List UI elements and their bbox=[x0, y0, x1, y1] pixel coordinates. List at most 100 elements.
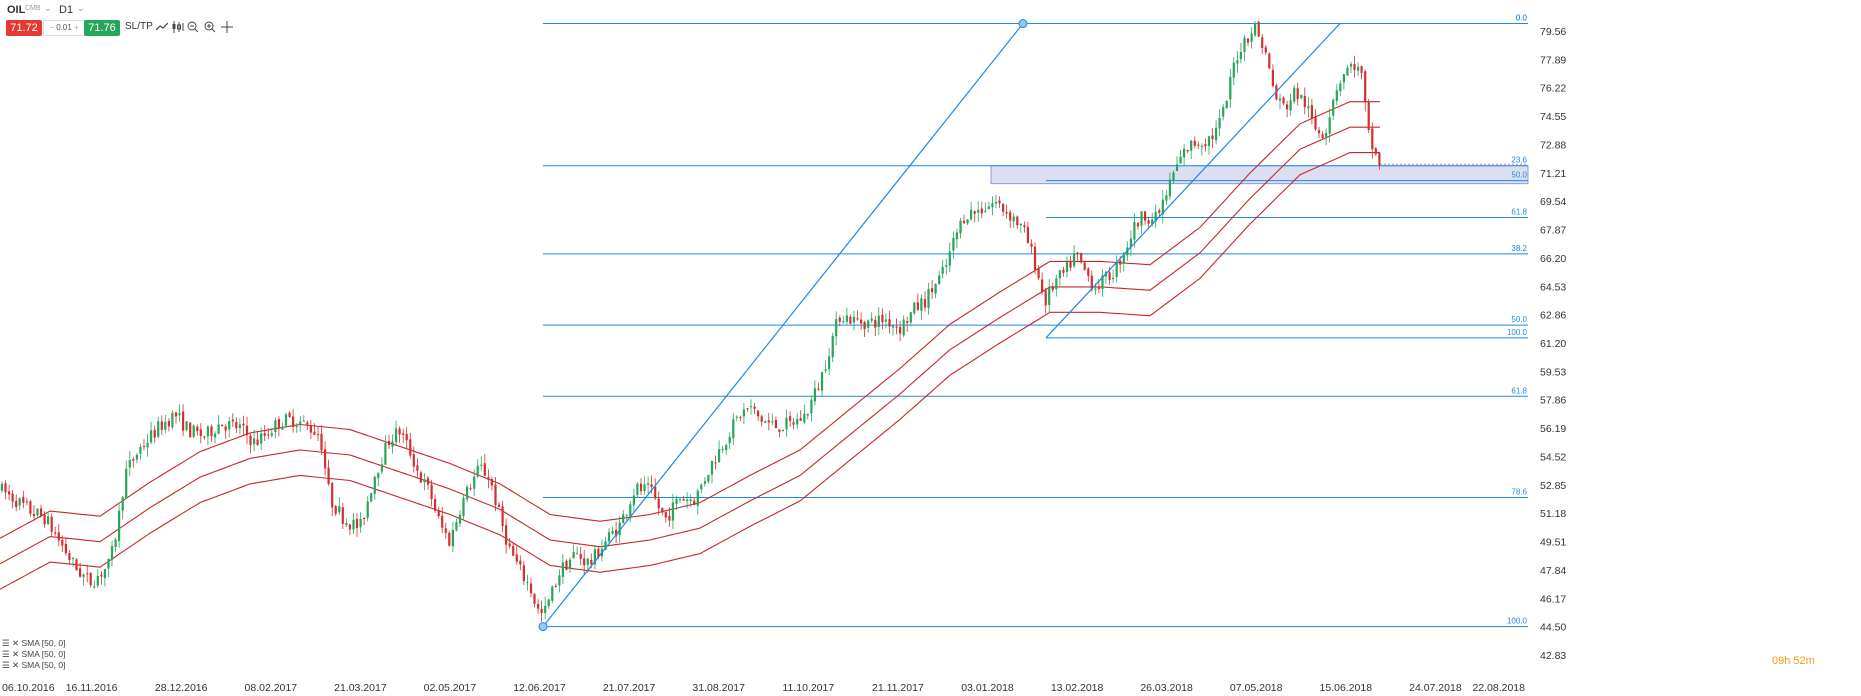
candle-body bbox=[132, 459, 135, 461]
candle-body bbox=[955, 232, 958, 240]
candle-body bbox=[1012, 216, 1015, 222]
plus-icon[interactable]: + bbox=[74, 23, 79, 32]
price-tick-label: 47.84 bbox=[1540, 565, 1566, 577]
candle-body bbox=[899, 327, 902, 334]
candle-type-icon[interactable] bbox=[172, 21, 184, 36]
candle-body bbox=[146, 442, 149, 448]
date-tick-label: 13.02.2018 bbox=[1051, 682, 1104, 694]
candle-body bbox=[253, 438, 256, 445]
candle-body bbox=[1268, 53, 1271, 69]
candle-body bbox=[64, 543, 67, 554]
candle-body bbox=[813, 388, 816, 402]
candle-body bbox=[93, 586, 96, 588]
trend-line bbox=[1045, 23, 1341, 339]
chevron-down-icon[interactable]: ⌄ bbox=[77, 3, 85, 13]
price-tick-label: 72.88 bbox=[1540, 139, 1566, 151]
candle-body bbox=[505, 525, 508, 545]
date-tick-label: 21.07.2017 bbox=[603, 682, 656, 694]
candle-body bbox=[1158, 210, 1161, 213]
candle-body bbox=[891, 325, 895, 328]
fib-level-label: 100.0 bbox=[1507, 617, 1528, 626]
chevron-down-icon[interactable]: ⌄ bbox=[44, 3, 52, 13]
candle-body bbox=[1090, 275, 1093, 290]
candle-body bbox=[668, 516, 671, 521]
candle-body bbox=[902, 319, 905, 336]
candle-body bbox=[1367, 101, 1370, 130]
candle-body bbox=[281, 426, 284, 430]
candle-body bbox=[1108, 272, 1111, 280]
close-icon: ✕ bbox=[12, 649, 20, 659]
candle-body bbox=[107, 558, 110, 569]
sell-price-button[interactable]: 71.72 bbox=[6, 20, 42, 36]
trend-line bbox=[542, 23, 1024, 628]
candle-body bbox=[441, 515, 444, 528]
drag-handle bbox=[1018, 19, 1028, 29]
fibonacci-layer: 0.023.638.250.061.878.6100.00.050.061.81… bbox=[543, 14, 1528, 628]
candle-body bbox=[32, 514, 36, 516]
candle-body bbox=[838, 317, 841, 322]
candle-body bbox=[334, 505, 337, 514]
price-axis: 79.56 77.89 76.22 74.55 72.88 71.21 69.54 67.87… bbox=[1540, 26, 1566, 662]
candle-body bbox=[1041, 279, 1044, 292]
candle-body bbox=[1339, 83, 1342, 92]
candle-body bbox=[1275, 85, 1278, 100]
candle-body bbox=[1328, 117, 1331, 134]
candle-body bbox=[292, 416, 295, 427]
close-icon: ✕ bbox=[12, 660, 20, 670]
buy-price-button[interactable]: 71.76 bbox=[84, 20, 120, 36]
minus-icon[interactable]: − bbox=[49, 23, 54, 32]
candle-body bbox=[189, 422, 192, 438]
candle-body bbox=[86, 573, 89, 575]
candle-body bbox=[867, 320, 870, 328]
candle-body bbox=[1136, 223, 1140, 227]
candle-body bbox=[71, 558, 75, 559]
symbol-selector[interactable]: OIL bbox=[7, 4, 26, 16]
candle-body bbox=[1147, 220, 1150, 224]
candle-body bbox=[22, 496, 25, 503]
candle-body bbox=[1211, 135, 1214, 140]
crosshair-icon[interactable] bbox=[221, 21, 233, 36]
sltp-button[interactable]: SL/TP bbox=[125, 21, 153, 32]
candle-body bbox=[678, 498, 682, 501]
price-tick-label: 49.51 bbox=[1540, 537, 1566, 549]
list-icon: ☰ bbox=[2, 660, 10, 670]
candle-body bbox=[1278, 98, 1282, 101]
candle-body bbox=[274, 420, 277, 432]
candle-body bbox=[622, 514, 625, 524]
candle-body bbox=[959, 220, 962, 234]
candle-body bbox=[36, 508, 39, 516]
line-chart-icon[interactable] bbox=[155, 21, 169, 35]
candle-body bbox=[799, 418, 802, 421]
candle-body bbox=[1364, 71, 1367, 103]
legend-item[interactable]: ☰ ✕ SMA [50, 0] bbox=[2, 638, 65, 649]
candle-body bbox=[508, 543, 511, 547]
legend-label: SMA [50, 0] bbox=[21, 660, 66, 670]
candle-body bbox=[934, 283, 937, 294]
candle-body bbox=[1371, 128, 1374, 150]
candle-body bbox=[1353, 64, 1356, 70]
zoom-in-icon[interactable] bbox=[204, 21, 216, 36]
legend-item[interactable]: ☰ ✕ SMA [50, 0] bbox=[2, 660, 65, 671]
candle-body bbox=[888, 319, 891, 327]
candle-body bbox=[980, 208, 983, 214]
candle-body bbox=[1175, 164, 1179, 171]
candle-body bbox=[39, 508, 43, 516]
list-icon: ☰ bbox=[2, 638, 10, 648]
candle-body bbox=[402, 433, 405, 435]
legend-item[interactable]: ☰ ✕ SMA [50, 0] bbox=[2, 649, 65, 660]
candle-body bbox=[519, 560, 522, 565]
zoom-out-icon[interactable] bbox=[187, 21, 199, 36]
candle-body bbox=[199, 429, 202, 437]
candle-body bbox=[43, 514, 46, 525]
candle-body bbox=[377, 472, 380, 479]
candle-body bbox=[100, 574, 103, 577]
candle-body bbox=[1005, 212, 1008, 214]
candle-body bbox=[529, 583, 533, 594]
candle-body bbox=[671, 502, 674, 521]
candle-body bbox=[1236, 60, 1239, 64]
timeframe-selector[interactable]: D1 bbox=[59, 4, 74, 16]
candle-body bbox=[874, 319, 877, 328]
candle-body bbox=[203, 436, 206, 438]
candle-body bbox=[121, 497, 124, 511]
